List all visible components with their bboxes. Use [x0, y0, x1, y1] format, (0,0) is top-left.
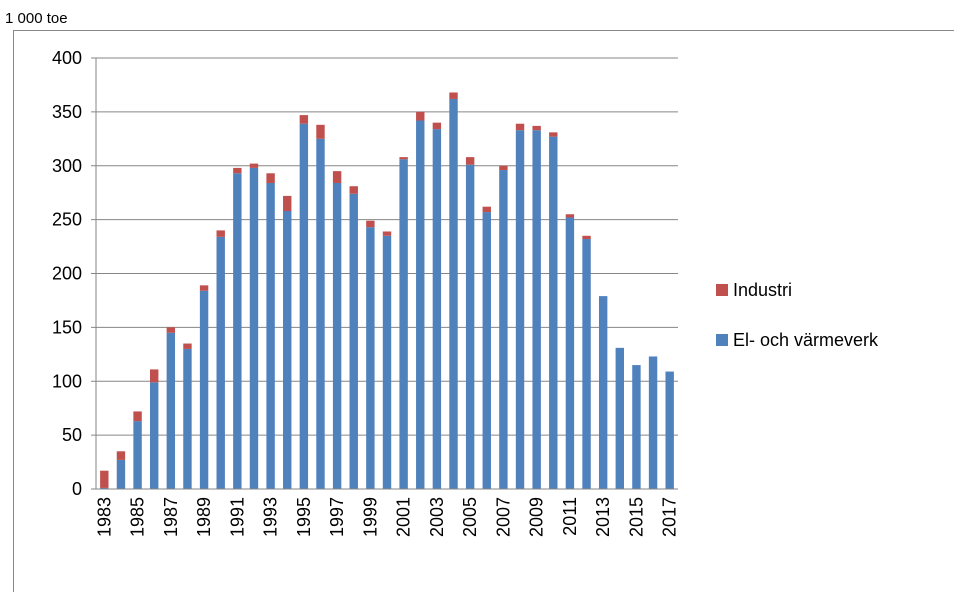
x-tick-label: 2005 [460, 497, 480, 537]
bar-segment [133, 421, 142, 489]
x-tick-label: 2013 [593, 497, 613, 537]
x-tick-label: 1999 [360, 497, 380, 537]
bar-segment [499, 170, 508, 489]
bar-segment [465, 157, 475, 165]
bar-segment [116, 459, 126, 489]
bar-segment [166, 327, 176, 333]
y-tick-label: 100 [52, 371, 82, 391]
bar-segment [565, 214, 575, 218]
bar-segment [582, 235, 591, 240]
x-tick-label: 1989 [194, 497, 214, 537]
bar-segment [382, 231, 392, 236]
y-tick-label: 350 [52, 102, 82, 122]
bar-segment [316, 124, 325, 139]
x-tick-label: 1997 [327, 497, 347, 537]
y-tick-label: 300 [52, 156, 82, 176]
x-tick-label: 1985 [128, 497, 148, 537]
bar-segment [199, 285, 209, 291]
legend-swatch [716, 334, 728, 346]
bar-segment [283, 211, 292, 489]
bar-segment [416, 120, 425, 490]
bar-segment [349, 193, 358, 489]
x-tick-label: 1983 [94, 497, 114, 537]
bar-segment [399, 157, 408, 160]
bar-segment [133, 411, 142, 422]
bar-segment [150, 369, 159, 383]
x-tick-label: 2017 [660, 497, 680, 537]
bar-segment [233, 167, 242, 174]
bar-segment [183, 343, 192, 349]
y-tick-label: 150 [52, 317, 82, 337]
bar-segment [150, 382, 159, 489]
unit-label: 1 000 toe [5, 10, 68, 27]
bar-segment [549, 132, 558, 137]
x-tick-label: 2015 [626, 497, 646, 537]
x-tick-label: 2003 [427, 497, 447, 537]
bar-segment [532, 130, 541, 489]
bar-segment [183, 348, 192, 489]
bar-segment [499, 165, 508, 171]
bar-segment [515, 123, 525, 131]
x-tick-label: 1991 [227, 497, 247, 537]
y-tick-label: 0 [72, 479, 82, 499]
bar-segment [299, 123, 309, 489]
y-tick-label: 400 [52, 48, 82, 68]
bar-segment [482, 212, 491, 489]
bar-segment [366, 220, 375, 228]
bar-segment [582, 239, 591, 489]
bar-segment [465, 164, 475, 490]
bar-segment [266, 182, 275, 490]
bar-segment [515, 130, 525, 489]
bar-segment [665, 371, 674, 489]
bar-segment [449, 92, 458, 99]
bar-segment [266, 173, 275, 183]
x-tick-label: 2001 [394, 497, 414, 537]
y-tick-label: 250 [52, 210, 82, 230]
legend-swatch [716, 284, 728, 296]
bar-segment [382, 235, 392, 489]
bar-segment [316, 138, 325, 489]
bar-segment [432, 122, 442, 130]
bar-segment [416, 111, 425, 121]
bar-segment [449, 98, 458, 489]
y-tick-label: 50 [62, 425, 82, 445]
bar-segment [283, 195, 292, 212]
bar-segment [299, 115, 309, 124]
bar-segment [100, 470, 109, 488]
frame [13, 30, 954, 592]
x-tick-label: 2009 [527, 497, 547, 537]
bar-segment [349, 186, 358, 194]
x-tick-label: 1993 [261, 497, 281, 537]
bar-segment [216, 236, 225, 489]
legend-label: Industri [733, 280, 792, 300]
bar-segment [100, 487, 109, 489]
bar-segment [532, 125, 541, 131]
bar-segment [598, 296, 608, 489]
bar-segment [399, 159, 408, 489]
legend-label: El- och värmeverk [733, 330, 879, 350]
bar-segment [233, 173, 242, 490]
x-tick-label: 2011 [560, 497, 580, 536]
bar-segment [216, 230, 225, 237]
bar-segment [332, 171, 342, 183]
bar-segment [366, 227, 375, 490]
bar-segment [632, 365, 641, 489]
bar-segment [249, 167, 259, 489]
bar-segment [432, 129, 442, 490]
y-tick-label: 200 [52, 264, 82, 284]
bar-segment [648, 356, 658, 489]
x-tick-label: 1995 [294, 497, 314, 537]
bar-segment [249, 163, 259, 168]
x-tick-label: 1987 [161, 497, 181, 537]
bar-segment [166, 332, 176, 489]
bar-segment [116, 451, 126, 460]
bar-segment [615, 347, 624, 489]
bar-segment [482, 206, 491, 213]
bar-segment [332, 182, 342, 490]
x-tick-label: 2007 [493, 497, 513, 537]
bar-segment [549, 136, 558, 489]
bar-segment [565, 217, 575, 489]
bar-segment [199, 290, 209, 489]
